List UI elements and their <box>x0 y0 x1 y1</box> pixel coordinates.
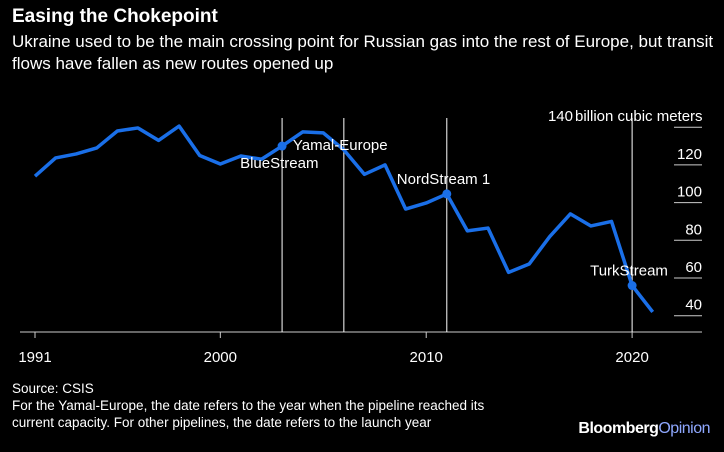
x-tick-label: 2000 <box>204 349 237 366</box>
annotation-label: TurkStream <box>590 263 668 280</box>
y-tick-label: 60 <box>685 259 702 276</box>
y-tick-label: 120 <box>677 146 702 163</box>
x-tick-label: 2020 <box>615 349 648 366</box>
y-tick-label: 80 <box>685 221 702 238</box>
chart-subtitle: Ukraine used to be the main crossing poi… <box>12 32 714 73</box>
annotation-marker <box>442 189 452 199</box>
chart-title: Easing the Chokepoint <box>12 6 218 27</box>
y-tick-label: 100 <box>677 184 702 201</box>
footnote-line-1: For the Yamal-Europe, the date refers to… <box>12 398 485 413</box>
annotation-marker <box>277 141 287 151</box>
annotation-label: BlueStream <box>240 155 318 172</box>
annotation-label: NordStream 1 <box>397 171 490 188</box>
y-tick-label: 140 <box>548 108 573 125</box>
bloomberg-opinion-logo: BloombergOpinion <box>578 420 710 437</box>
x-tick-label: 2010 <box>410 349 443 366</box>
source-note: Source: CSIS <box>12 381 94 396</box>
x-tick-label: 1991 <box>18 349 51 366</box>
y-tick-label: 40 <box>685 297 702 314</box>
y-axis-unit-label: billion cubic meters <box>575 108 703 125</box>
footnote-line-2: current capacity. For other pipelines, t… <box>12 415 432 430</box>
annotation-marker <box>627 281 637 291</box>
annotation-label: Yamal-Europe <box>293 137 388 154</box>
